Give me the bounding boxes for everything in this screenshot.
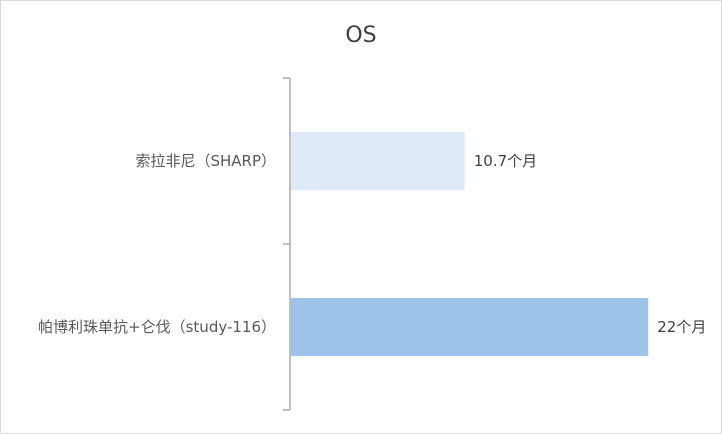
chart-title: OS [345,23,376,48]
data-label-2: 22个月 [657,318,706,336]
data-label-1: 10.7个月 [474,152,537,170]
bar-1 [291,132,465,190]
category-axis [283,77,291,411]
category-label-2: 帕博利珠单抗+仑伐（study-116） [38,318,276,336]
bar-2 [291,298,649,356]
bars [291,132,649,356]
category-label-1: 索拉非尼（SHARP） [135,152,276,170]
